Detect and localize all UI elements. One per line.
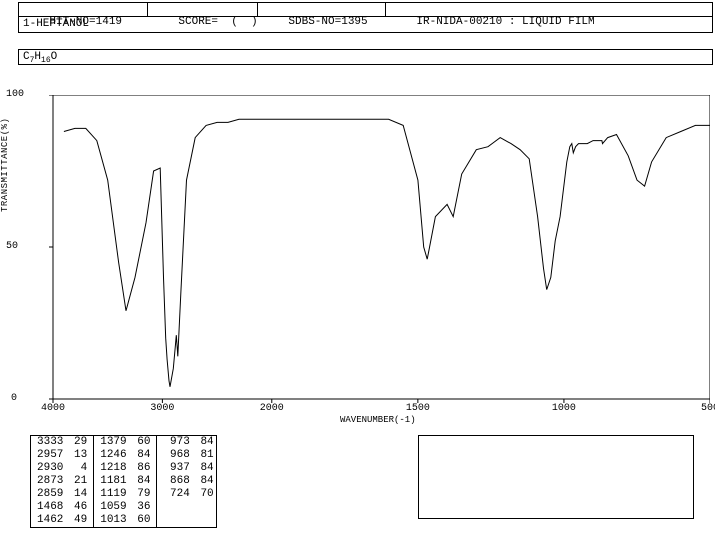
sdbs-cell: SDBS-NO=1395 [258,2,386,16]
peak-wn: 1379 [94,436,129,449]
peak-val [192,514,216,527]
peak-wn: 1218 [94,462,129,475]
peak-val: 79 [129,488,157,501]
peak-val: 84 [129,475,157,488]
peak-val: 84 [192,436,216,449]
y-tick-label: 100 [6,89,17,100]
formula: C7H16O [23,51,57,63]
ir-cell: IR-NIDA-00210 : LIQUID FILM [386,2,713,16]
peak-val: 81 [192,449,216,462]
peak-wn: 1059 [94,501,129,514]
x-tick-label: 1500 [406,403,430,414]
peak-wn: 1013 [94,514,129,527]
x-tick-label: 2000 [260,403,284,414]
peak-wn [157,501,192,514]
score-cell: SCORE= ( ) [148,2,258,16]
peak-val: 46 [65,501,93,514]
table-row: 2859 141119 79 724 70 [31,488,216,501]
y-tick-label: 0 [6,393,17,404]
peak-wn: 973 [157,436,192,449]
sdbs-value: 1395 [341,16,367,28]
peak-wn: 937 [157,462,192,475]
peak-wn: 2859 [31,488,65,501]
peak-wn: 1246 [94,449,129,462]
peak-wn: 2873 [31,475,65,488]
peak-val: 14 [65,488,93,501]
table-row: 2957 131246 84 968 81 [31,449,216,462]
peak-wn: 724 [157,488,192,501]
peak-val: 70 [192,488,216,501]
hit-no-cell: HIT-NO=1419 [18,2,148,16]
header-row: HIT-NO=1419 SCORE= ( ) SDBS-NO=1395 IR-N… [18,2,713,17]
compound-name: 1-HEPTANOL [23,18,89,30]
peak-val: 49 [65,514,93,527]
x-axis-label: WAVENUMBER(-1) [340,415,416,425]
hit-no-value: 1419 [96,16,122,28]
peak-table: 3333 291379 60 973 842957 131246 84 968 … [30,435,217,528]
peak-val: 29 [65,436,93,449]
table-row: 2873 211181 84 868 84 [31,475,216,488]
peak-val: 60 [129,436,157,449]
peak-val: 36 [129,501,157,514]
formula-row: C7H16O [18,49,713,65]
peak-wn: 1462 [31,514,65,527]
peak-val: 21 [65,475,93,488]
peak-wn: 2930 [31,462,65,475]
x-tick-label: 500 [701,403,715,414]
score-label: SCORE= [178,16,218,28]
peak-val: 84 [129,449,157,462]
peak-val: 60 [129,514,157,527]
x-tick-label: 1000 [552,403,576,414]
peak-val: 84 [192,462,216,475]
table-row: 1468 461059 36 [31,501,216,514]
table-row: 2930 41218 86 937 84 [31,462,216,475]
peak-val: 84 [192,475,216,488]
x-tick-label: 3000 [150,403,174,414]
peak-wn: 868 [157,475,192,488]
sdbs-label: SDBS-NO= [288,16,341,28]
x-tick-label: 4000 [41,403,65,414]
score-value: ( ) [218,16,258,28]
peak-val: 13 [65,449,93,462]
table-row: 3333 291379 60 973 84 [31,436,216,449]
peak-wn: 1119 [94,488,129,501]
table-row: 1462 491013 60 [31,514,216,527]
peak-val: 86 [129,462,157,475]
empty-box [418,435,694,519]
peak-wn: 1181 [94,475,129,488]
peak-wn [157,514,192,527]
peak-val [192,501,216,514]
spectrum-chart [18,95,710,407]
y-axis-label: TRANSMITTANCE(%) [0,118,10,212]
peak-wn: 968 [157,449,192,462]
ir-label: IR-NIDA-00210 : LIQUID FILM [416,16,594,28]
y-tick-label: 50 [6,241,17,252]
peak-wn: 3333 [31,436,65,449]
peak-wn: 1468 [31,501,65,514]
peak-wn: 2957 [31,449,65,462]
peak-val: 4 [65,462,93,475]
